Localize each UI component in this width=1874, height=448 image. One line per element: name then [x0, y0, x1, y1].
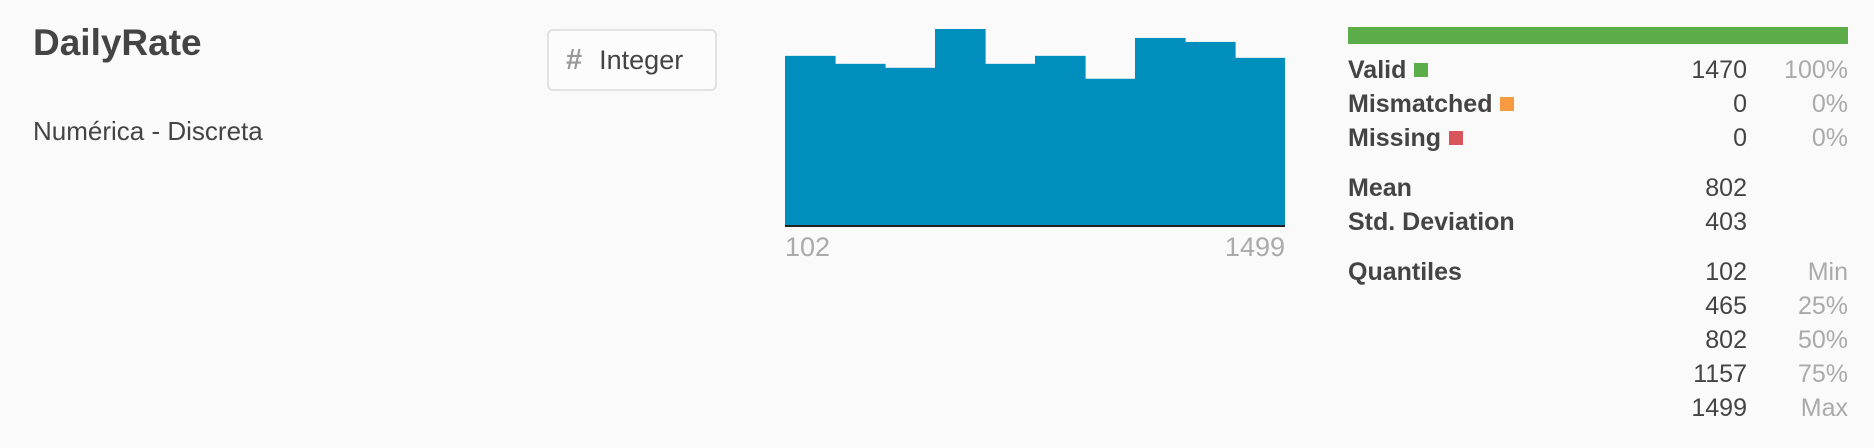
quantile-label: Max [1800, 394, 1848, 422]
quantile-row: 465 25% [1348, 292, 1848, 326]
mismatched-row: Mismatched 0 0% [1348, 90, 1848, 124]
quantile-label: 75% [1797, 360, 1848, 388]
histogram-bar [1185, 41, 1236, 226]
histogram-bar [935, 29, 986, 225]
valid-pct: 100% [1784, 56, 1848, 84]
quantile-label: Min [1807, 258, 1848, 286]
histogram-chart [785, 29, 1285, 227]
valid-row: Valid 1470 100% [1348, 56, 1848, 90]
histogram-bar [785, 55, 836, 225]
std-value: 403 [1705, 208, 1747, 236]
histogram-min-label: 102 [785, 232, 831, 262]
column-name: DailyRate [33, 22, 202, 63]
quantiles-label: Quantiles [1348, 258, 1462, 286]
mismatched-pct: 0% [1811, 90, 1848, 118]
mismatched-label: Mismatched [1348, 90, 1493, 118]
missing-row: Missing 0 0% [1348, 124, 1848, 158]
quantile-value: 802 [1705, 326, 1747, 354]
quantile-label: 50% [1797, 326, 1848, 354]
histogram: 102 1499 [785, 20, 1285, 262]
quantile-label: 25% [1797, 292, 1848, 320]
histogram-bar [1085, 78, 1136, 225]
mean-label: Mean [1348, 174, 1412, 202]
histogram-bar [1235, 57, 1285, 225]
histogram-bar [985, 63, 1036, 225]
histogram-bar [1135, 37, 1186, 226]
valid-label-wrap: Valid [1348, 56, 1429, 85]
missing-pct: 0% [1811, 124, 1848, 152]
quantile-row: 802 50% [1348, 326, 1848, 360]
quantile-row: 1499 Max [1348, 394, 1848, 428]
std-label: Std. Deviation [1348, 208, 1515, 236]
mean-value: 802 [1705, 174, 1747, 202]
hash-icon: # [566, 43, 583, 76]
quantile-value: 1499 [1691, 394, 1747, 422]
std-row: Std. Deviation 403 [1348, 208, 1848, 242]
quantile-value: 1157 [1693, 360, 1747, 388]
valid-swatch-icon [1414, 63, 1429, 77]
mean-row: Mean 802 [1348, 174, 1848, 208]
mismatched-count: 0 [1733, 90, 1747, 118]
type-badge[interactable]: # Integer [547, 29, 717, 91]
valid-quality-bar [1348, 27, 1848, 44]
quantile-value: 465 [1705, 292, 1747, 320]
valid-count: 1470 [1691, 56, 1747, 84]
missing-swatch-icon [1449, 131, 1464, 145]
quantile-value: 102 [1705, 258, 1747, 286]
histogram-bar [1035, 55, 1086, 225]
quantile-row: Quantiles 102 Min [1348, 258, 1848, 292]
type-label: Integer [599, 44, 684, 75]
mismatched-label-wrap: Mismatched [1348, 90, 1515, 119]
missing-count: 0 [1733, 124, 1747, 152]
quantile-row: 1157 75% [1348, 360, 1848, 394]
mismatched-swatch-icon [1500, 97, 1515, 111]
column-description: Numérica - Discreta [33, 116, 263, 146]
valid-label: Valid [1348, 56, 1407, 84]
histogram-bar [835, 63, 886, 225]
missing-label-wrap: Missing [1348, 124, 1464, 153]
histogram-bar [885, 67, 936, 225]
histogram-max-label: 1499 [1224, 232, 1285, 262]
missing-label: Missing [1348, 124, 1442, 152]
